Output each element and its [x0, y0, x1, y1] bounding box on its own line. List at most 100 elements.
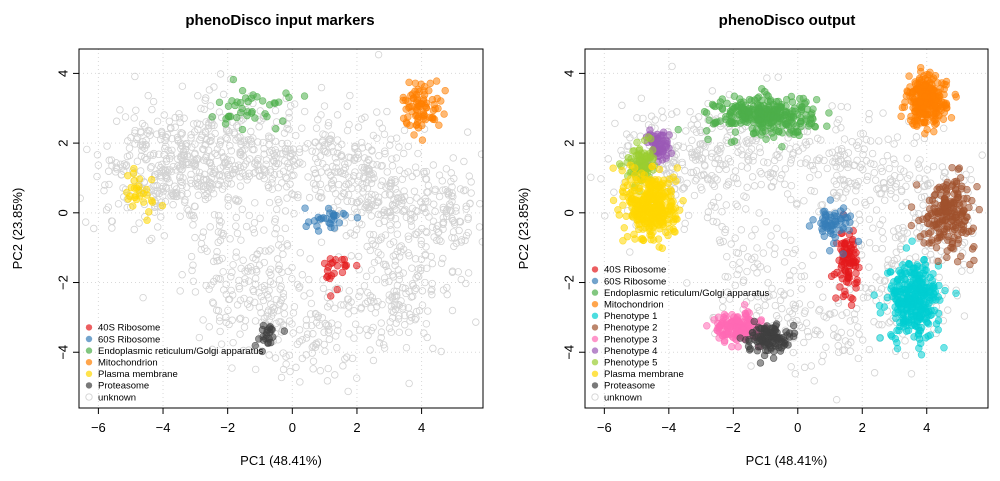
point-unknown: [285, 113, 293, 122]
point-proteasome: [258, 347, 266, 356]
point-unknown: [111, 168, 120, 176]
point-unknown: [202, 281, 210, 290]
point-unknown: [121, 113, 130, 121]
point-unknown: [753, 244, 761, 252]
point-phenotype-3: [720, 338, 729, 346]
point-plasma-membrane: [637, 197, 645, 205]
point-proteasome: [784, 341, 792, 349]
point-unknown: [165, 117, 174, 126]
point-unknown: [800, 197, 808, 205]
point-unknown: [389, 252, 398, 260]
point-unknown: [144, 126, 152, 135]
point-unknown: [793, 201, 801, 209]
point-unknown: [878, 244, 886, 253]
point-unknown: [293, 340, 302, 348]
point-unknown: [312, 318, 321, 327]
point-unknown: [891, 183, 900, 191]
point-unknown: [207, 121, 216, 130]
point-unknown: [869, 224, 877, 232]
point-mitochondrion: [429, 115, 437, 123]
point-unknown: [448, 197, 456, 206]
point-unknown: [411, 315, 419, 324]
point-unknown: [309, 365, 317, 373]
point-unknown: [286, 180, 294, 188]
point-mitochondrion: [913, 114, 921, 122]
point-unknown: [371, 191, 379, 199]
point-unknown: [162, 157, 171, 166]
point-unknown: [967, 176, 976, 184]
point-unknown: [407, 222, 416, 230]
point-unknown: [226, 142, 234, 150]
point-unknown: [832, 180, 841, 189]
point-unknown: [283, 194, 291, 202]
point-unknown: [228, 364, 236, 372]
point-unknown: [103, 142, 111, 150]
point-unknown: [787, 236, 795, 244]
point-unknown: [721, 228, 729, 236]
point-unknown: [333, 111, 342, 119]
point-unknown: [227, 286, 235, 295]
point-unknown: [881, 185, 890, 193]
point-unknown: [324, 322, 333, 330]
point-unknown: [749, 157, 757, 165]
point-unknown: [878, 216, 887, 224]
point-unknown: [271, 354, 280, 362]
point-unknown: [270, 171, 279, 179]
point-60s-ribosome: [330, 224, 339, 232]
point-unknown: [198, 131, 206, 139]
point-endoplasmic-reticulum-golgi-apparatus: [776, 107, 784, 116]
point-unknown: [400, 149, 408, 158]
point-unknown: [368, 266, 376, 274]
point-unknown: [217, 218, 225, 226]
point-phenotype-1: [914, 323, 923, 332]
point-unknown: [270, 151, 279, 160]
point-unknown: [647, 112, 656, 120]
point-unknown: [771, 301, 780, 310]
point-unknown: [219, 231, 227, 240]
x-tick-label: −6: [91, 420, 106, 435]
point-unknown: [148, 105, 156, 114]
point-unknown: [385, 291, 393, 299]
point-phenotype-2: [927, 228, 935, 236]
point-unknown: [275, 276, 284, 284]
point-unknown: [836, 156, 845, 164]
point-unknown: [166, 166, 174, 174]
point-phenotype-2: [907, 221, 916, 230]
point-unknown: [387, 135, 395, 144]
point-phenotype-2: [932, 243, 941, 252]
point-unknown: [225, 320, 233, 329]
point-unknown: [688, 153, 697, 162]
point-unknown: [755, 209, 763, 217]
point-unknown: [902, 182, 910, 191]
point-unknown: [216, 313, 224, 322]
point-unknown: [246, 155, 254, 163]
point-unknown: [380, 274, 389, 282]
point-unknown: [896, 173, 904, 182]
point-unknown: [191, 288, 200, 296]
y-tick-label: 0: [55, 209, 70, 216]
point-endoplasmic-reticulum-golgi-apparatus: [726, 118, 734, 126]
point-mitochondrion: [916, 98, 924, 106]
point-endoplasmic-reticulum-golgi-apparatus: [244, 97, 252, 106]
point-unknown: [418, 287, 427, 295]
point-unknown: [189, 221, 197, 229]
point-unknown: [372, 275, 381, 284]
point-unknown: [100, 186, 108, 195]
point-unknown: [388, 162, 397, 170]
point-unknown: [204, 193, 212, 202]
point-unknown: [274, 183, 283, 192]
point-unknown: [813, 327, 822, 335]
point-unknown: [743, 164, 752, 172]
point-unknown: [206, 223, 214, 231]
point-endoplasmic-reticulum-golgi-apparatus: [773, 113, 781, 122]
x-tick-label: −2: [220, 420, 235, 435]
point-unknown: [199, 228, 208, 236]
point-endoplasmic-reticulum-golgi-apparatus: [271, 99, 279, 107]
point-40s-ribosome: [842, 237, 851, 246]
point-unknown: [337, 301, 345, 309]
point-plasma-membrane: [644, 192, 652, 201]
point-unknown: [708, 153, 716, 161]
point-unknown: [264, 294, 273, 302]
legend-marker-60s-ribosome: [591, 277, 599, 285]
